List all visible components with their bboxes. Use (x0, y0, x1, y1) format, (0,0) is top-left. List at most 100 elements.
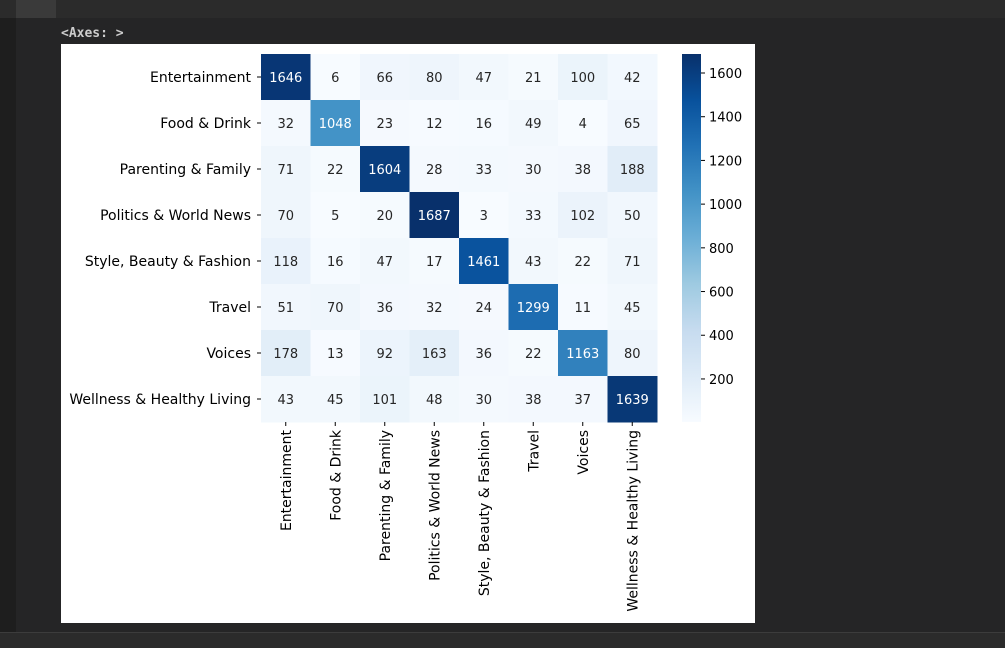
cell-annotation: 6 (331, 71, 339, 86)
cell-annotation: 32 (277, 117, 294, 132)
heatmap-cell (607, 238, 658, 285)
cell-annotation: 17 (426, 255, 443, 270)
cell-annotation: 188 (620, 163, 645, 178)
cell-annotation: 70 (327, 301, 344, 316)
cell-annotation: 22 (525, 347, 542, 362)
heatmap-cell (459, 192, 509, 239)
heatmap-cell (409, 330, 460, 377)
heatmap-cell (607, 54, 658, 101)
colorbar-tick-label: 1400 (709, 111, 742, 126)
heatmap-cell (459, 54, 509, 101)
cell-annotation: 16 (327, 255, 344, 270)
cell-annotation: 47 (475, 71, 492, 86)
cell-annotation: 22 (574, 255, 591, 270)
heatmap-cell (508, 146, 559, 193)
cell-annotation: 22 (327, 163, 344, 178)
heatmap-cell (360, 238, 410, 285)
cell-gutter-tab[interactable] (16, 0, 56, 18)
heatmap-cell (558, 100, 608, 147)
heatmap-cell (607, 100, 658, 147)
heatmap-cell (459, 100, 509, 147)
cell-annotation: 4 (579, 117, 587, 132)
cell-annotation: 1461 (467, 255, 500, 270)
x-tick-label: Food & Drink (328, 429, 344, 521)
heatmap-cell (310, 54, 361, 101)
cell-annotation: 50 (624, 209, 641, 224)
cell-annotation: 12 (426, 117, 443, 132)
cell-annotation: 16 (475, 117, 492, 132)
heatmap-cell (459, 146, 509, 193)
cell-annotation: 1299 (517, 301, 550, 316)
cell-annotation: 71 (277, 163, 294, 178)
heatmap-cell (558, 376, 608, 423)
cell-annotation: 178 (273, 347, 298, 362)
colorbar-tick-label: 800 (709, 242, 734, 257)
cell-annotation: 11 (574, 301, 591, 316)
heatmap-cell (558, 238, 608, 285)
cell-annotation: 38 (525, 393, 542, 408)
cell-annotation: 1048 (319, 117, 352, 132)
cell-annotation: 20 (376, 209, 393, 224)
cell-annotation: 66 (376, 71, 393, 86)
x-tick-label: Entertainment (279, 429, 295, 531)
heatmap-cell (310, 100, 361, 147)
colorbar-tick-label: 1600 (709, 67, 742, 82)
colorbar-tick-label: 1200 (709, 154, 742, 169)
x-tick-label: Voices (576, 430, 592, 475)
heatmap-cell (558, 330, 608, 377)
cell-annotation: 51 (277, 301, 294, 316)
x-tick-label: Travel (526, 430, 542, 473)
cell-annotation: 3 (480, 209, 488, 224)
heatmap-cell (310, 192, 361, 239)
heatmap-cell (261, 238, 311, 285)
heatmap-cell (360, 284, 410, 331)
cell-annotation: 33 (475, 163, 492, 178)
heatmap-cell (607, 330, 658, 377)
y-tick-label: Style, Beauty & Fashion (85, 254, 251, 270)
heatmap-cell (409, 238, 460, 285)
cell-annotation: 80 (426, 71, 443, 86)
heatmap-cell (261, 146, 311, 193)
heatmap-cell (508, 330, 559, 377)
heatmap-cell (360, 100, 410, 147)
heatmap-cell (607, 284, 658, 331)
y-tick-label: Wellness & Healthy Living (69, 392, 251, 408)
heatmap-cell (558, 192, 608, 239)
heatmap-cell (261, 192, 311, 239)
heatmap-cell (310, 330, 361, 377)
heatmap-cell (409, 146, 460, 193)
cell-annotation: 1639 (616, 393, 649, 408)
heatmap-cell (360, 54, 410, 101)
heatmap-cell (409, 192, 460, 239)
heatmap-cell (459, 284, 509, 331)
y-tick-label: Parenting & Family (120, 162, 251, 178)
y-tick-label: Food & Drink (160, 116, 252, 132)
heatmap-cell (310, 376, 361, 423)
cell-annotation: 21 (525, 71, 542, 86)
heatmap-cell (607, 192, 658, 239)
colorbar-tick-label: 400 (709, 329, 734, 344)
cell-annotation: 37 (574, 393, 591, 408)
x-tick-label: Style, Beauty & Fashion (477, 430, 493, 596)
cell-annotation: 13 (327, 347, 344, 362)
heatmap-cell (508, 376, 559, 423)
cell-annotation: 92 (376, 347, 393, 362)
cell-annotation: 70 (277, 209, 294, 224)
next-cell-strip (0, 632, 1005, 648)
cell-annotation: 102 (570, 209, 595, 224)
colorbar (682, 54, 701, 422)
x-tick-label: Parenting & Family (378, 430, 394, 561)
cell-annotation: 45 (624, 301, 641, 316)
cell-annotation: 36 (376, 301, 393, 316)
cell-annotation: 23 (376, 117, 393, 132)
heatmap-cell (261, 54, 311, 101)
heatmap-cell (558, 146, 608, 193)
cell-annotation: 43 (277, 393, 294, 408)
heatmap-cell (508, 100, 559, 147)
cell-annotation: 48 (426, 393, 443, 408)
cell-annotation: 1687 (418, 209, 451, 224)
cell-annotation: 38 (574, 163, 591, 178)
heatmap-cell (459, 330, 509, 377)
output-repr-text: <Axes: > (61, 26, 124, 41)
